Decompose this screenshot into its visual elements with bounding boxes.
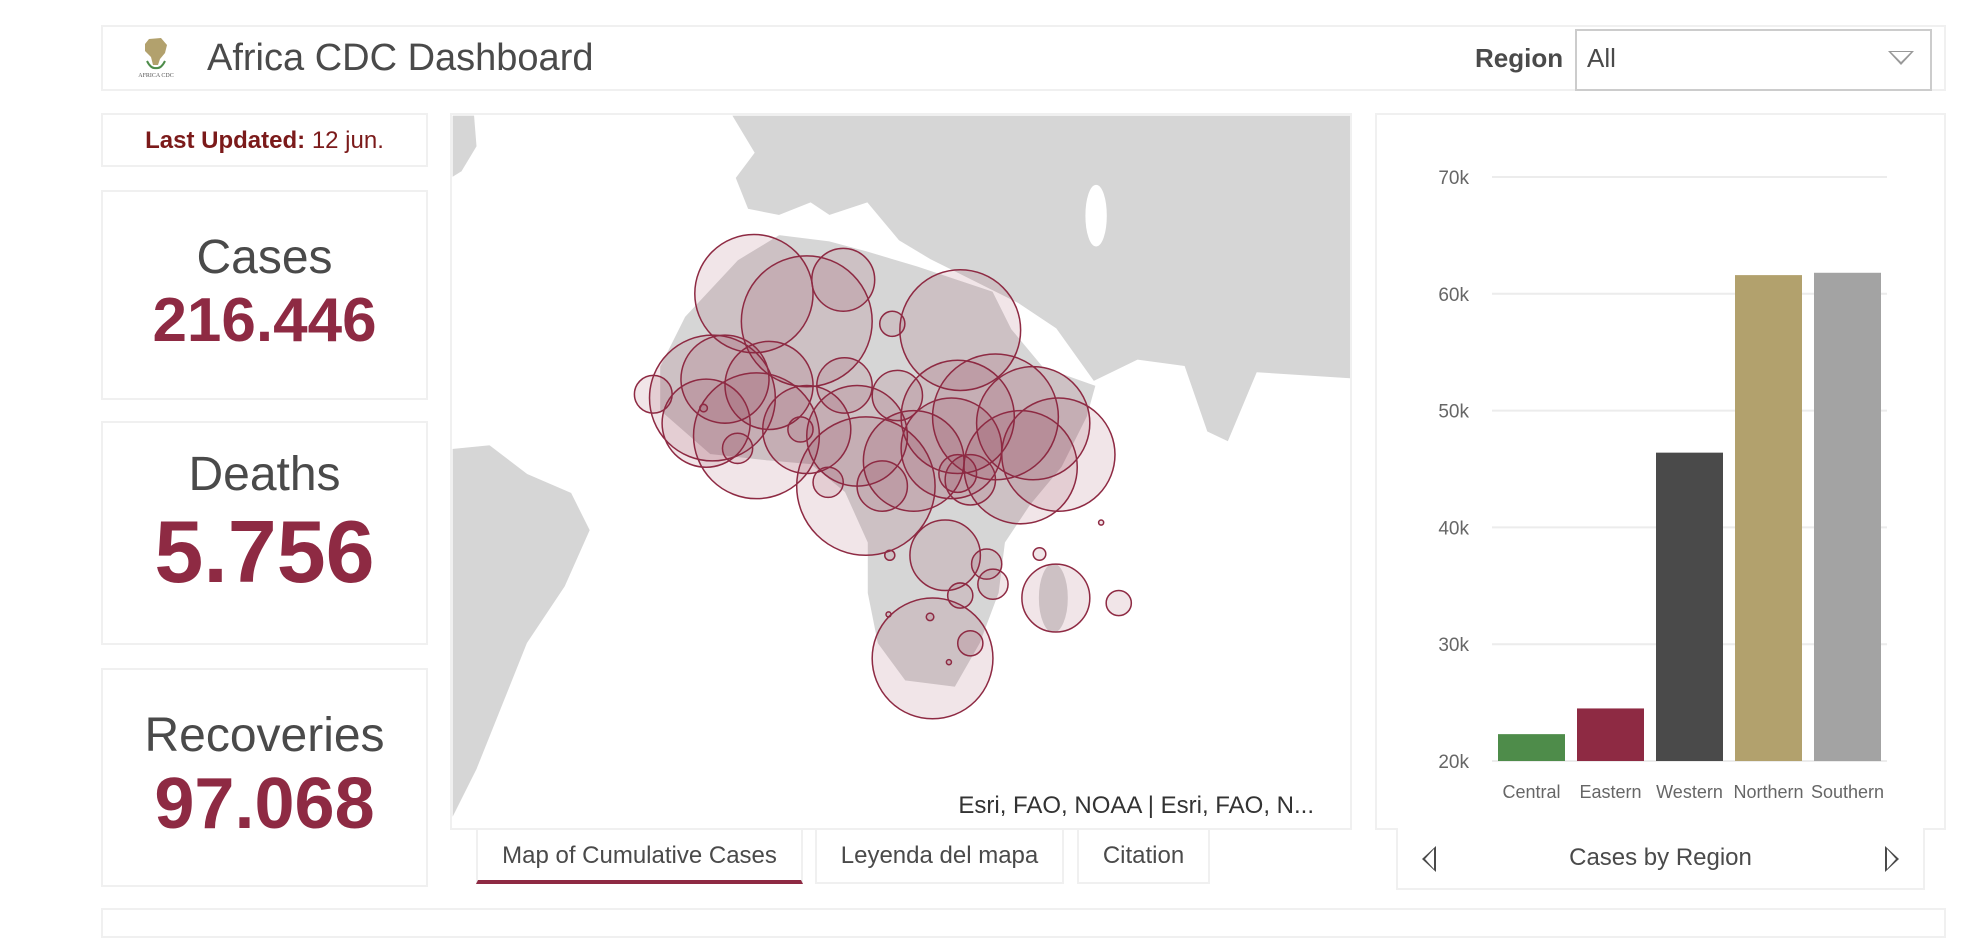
- cases-card: Cases 216.446: [101, 190, 428, 400]
- header-bar: AFRICA CDC Africa CDC Dashboard Region A…: [101, 25, 1946, 91]
- region-select[interactable]: All: [1575, 29, 1932, 91]
- case-bubble[interactable]: [787, 416, 814, 443]
- case-bubble[interactable]: [816, 357, 873, 414]
- land-south-america: [452, 443, 592, 820]
- bar-chart: 20k 30k 40k 50k 60k 70k Central Eastern Western N…: [1438, 168, 1887, 802]
- triangle-left-icon[interactable]: [1422, 846, 1436, 872]
- chart-title: Cases by Region: [1569, 844, 1752, 871]
- case-bubble[interactable]: [909, 519, 982, 592]
- case-bubble[interactable]: [1097, 519, 1105, 526]
- land-greenland: [452, 115, 478, 179]
- bar-northern[interactable]: [1735, 275, 1802, 761]
- bar-western[interactable]: [1656, 452, 1723, 761]
- case-bubble[interactable]: [1021, 563, 1091, 633]
- case-bubble[interactable]: [900, 359, 1016, 475]
- case-bubble[interactable]: [977, 568, 1009, 601]
- y-tick-label: 40k: [1438, 518, 1469, 539]
- x-tick-label: Southern: [1811, 782, 1884, 802]
- y-tick-label: 50k: [1438, 402, 1469, 423]
- recoveries-card: Recoveries 97.068: [101, 668, 428, 887]
- y-tick-label: 30k: [1438, 635, 1469, 656]
- x-tick-label: Eastern: [1579, 782, 1641, 802]
- case-bubble[interactable]: [885, 611, 892, 618]
- case-bubble[interactable]: [878, 310, 906, 338]
- case-bubble[interactable]: [871, 369, 924, 422]
- triangle-right-icon[interactable]: [1885, 846, 1899, 872]
- deaths-value: 5.756: [154, 502, 375, 601]
- cases-map[interactable]: Esri, FAO, NOAA | Esri, FAO, N...: [450, 113, 1352, 830]
- x-tick-label: Western: [1656, 782, 1723, 802]
- cases-value: 216.446: [152, 286, 377, 355]
- last-updated-label: Last Updated:: [145, 127, 306, 154]
- x-tick-label: Northern: [1733, 782, 1803, 802]
- tab-citation[interactable]: Citation: [1077, 830, 1210, 884]
- page-title: Africa CDC Dashboard: [207, 37, 594, 79]
- recoveries-value: 97.068: [154, 764, 375, 844]
- case-bubble[interactable]: [975, 365, 1091, 481]
- recoveries-label: Recoveries: [144, 709, 385, 762]
- case-bubble[interactable]: [871, 597, 994, 720]
- svg-text:AFRICA CDC: AFRICA CDC: [138, 73, 174, 79]
- case-bubble[interactable]: [699, 403, 709, 413]
- case-bubble[interactable]: [899, 268, 1022, 392]
- last-updated-value: 12 jun.: [311, 127, 384, 154]
- case-bubble[interactable]: [721, 432, 754, 465]
- y-tick-label: 20k: [1438, 752, 1469, 773]
- case-bubble[interactable]: [970, 548, 1003, 580]
- case-bubble[interactable]: [740, 255, 873, 388]
- map-attribution[interactable]: Esri, FAO, NOAA | Esri, FAO, N...: [958, 792, 1314, 819]
- map-canvas[interactable]: [452, 115, 1352, 830]
- case-bubble[interactable]: [956, 629, 984, 657]
- cases-by-region-chart: 20k 30k 40k 50k 60k 70k Central Eastern Western N…: [1375, 113, 1946, 830]
- x-tick-label: Central: [1502, 782, 1560, 802]
- bar-central[interactable]: [1498, 734, 1565, 761]
- case-bubble[interactable]: [1000, 397, 1116, 512]
- last-updated: Last Updated: 12 jun.: [101, 113, 428, 167]
- y-tick-label: 60k: [1438, 285, 1469, 306]
- tab-map-of-cumulative-cases[interactable]: Map of Cumulative Cases: [476, 830, 803, 884]
- case-bubble[interactable]: [963, 409, 1078, 525]
- bottom-panel: [101, 908, 1946, 938]
- case-bubble[interactable]: [945, 658, 953, 666]
- chart-footer: Cases by Region: [1396, 828, 1925, 890]
- region-label: Region: [1475, 43, 1564, 73]
- case-bubble[interactable]: [694, 233, 814, 354]
- case-bubble[interactable]: [811, 247, 876, 312]
- cases-label: Cases: [196, 231, 333, 284]
- bar-southern[interactable]: [1814, 272, 1881, 761]
- case-bubble[interactable]: [1105, 589, 1133, 617]
- africa-cdc-logo: AFRICA CDC: [138, 38, 174, 79]
- case-bubbles: [633, 233, 1133, 720]
- y-tick-label: 70k: [1438, 168, 1469, 189]
- case-bubble[interactable]: [1032, 546, 1047, 562]
- case-bubble[interactable]: [884, 549, 896, 562]
- chevron-down-icon: [1888, 51, 1914, 65]
- case-bubble[interactable]: [938, 453, 978, 494]
- deaths-card: Deaths 5.756: [101, 421, 428, 645]
- case-bubble[interactable]: [661, 378, 751, 468]
- land-madagascar: [1037, 562, 1070, 634]
- case-bubble[interactable]: [925, 612, 935, 622]
- tab-map-legend[interactable]: Leyenda del mapa: [815, 830, 1064, 884]
- case-bubble[interactable]: [812, 466, 844, 499]
- bar-eastern[interactable]: [1577, 708, 1644, 761]
- deaths-label: Deaths: [188, 448, 341, 501]
- case-bubble[interactable]: [856, 460, 909, 512]
- region-select-value: All: [1587, 43, 1616, 73]
